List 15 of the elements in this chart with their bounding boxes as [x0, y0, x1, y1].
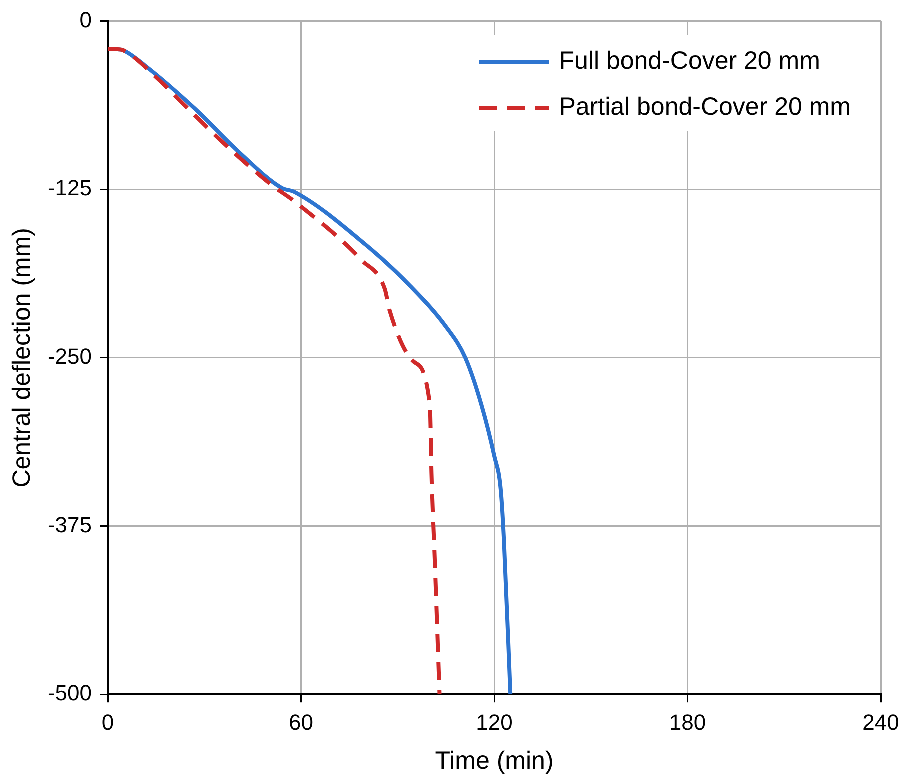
y-tick-label: -125 — [48, 176, 92, 201]
y-tick-label: -250 — [48, 344, 92, 369]
x-axis-title: Time (min) — [435, 746, 554, 775]
x-tick-label: 120 — [476, 710, 513, 735]
x-tick-label: 180 — [669, 710, 706, 735]
y-tick-label: 0 — [80, 7, 92, 32]
y-axis-title: Central deflection (mm) — [8, 228, 36, 488]
legend-label: Full bond-Cover 20 mm — [559, 47, 820, 76]
x-tick-label: 60 — [289, 710, 314, 735]
y-tick-label: -375 — [48, 512, 92, 538]
legend-label: Partial bond-Cover 20 mm — [559, 93, 852, 122]
x-tick-label: 0 — [102, 710, 114, 735]
line-series — [108, 47, 442, 695]
y-tick-label: -500 — [48, 680, 92, 706]
x-tick-label: 240 — [862, 710, 900, 735]
